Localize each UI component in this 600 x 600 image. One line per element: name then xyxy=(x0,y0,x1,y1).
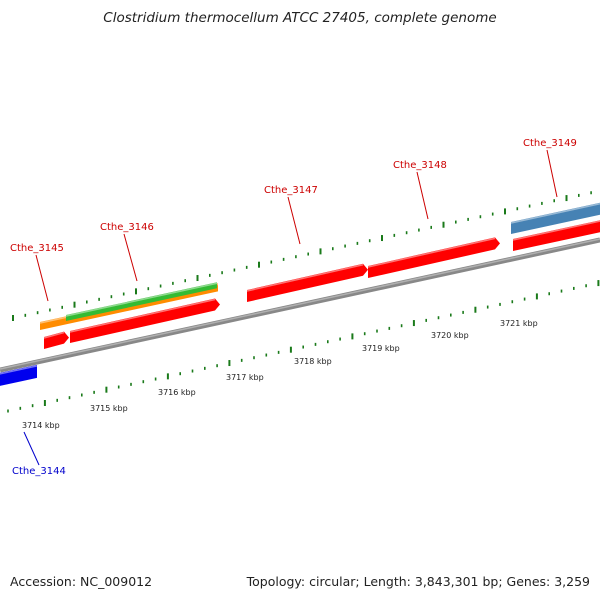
leader-line-cthe-3144 xyxy=(23,431,40,466)
gene-labels: Cthe_3144 Cthe_3145 Cthe_3146 Cthe_3147 Cthe… xyxy=(10,138,577,477)
genome-info-text: Topology: circular; Length: 3,843,301 bp… xyxy=(246,574,590,589)
tick-label: 3717 kbp xyxy=(226,373,264,382)
gene-block-cthe-3146[interactable] xyxy=(70,298,220,344)
leader-line-cthe-3146 xyxy=(123,233,138,282)
gene-block-cthe-3148-highlight xyxy=(367,237,496,268)
tick-label: 3720 kbp xyxy=(431,331,469,340)
gene-label-cthe-3147[interactable]: Cthe_3147 xyxy=(264,185,318,196)
tick-label: 3714 kbp xyxy=(22,421,60,430)
leader-line-cthe-3149 xyxy=(546,149,558,198)
accession-text: Accession: NC_009012 xyxy=(10,574,153,589)
map-title: Clostridium thermocellum ATCC 27405, com… xyxy=(103,10,497,26)
tick-label: 3718 kbp xyxy=(294,357,332,366)
tick-labels: 3714 kbp 3715 kbp 3716 kbp 3717 kbp 3718 kbp… xyxy=(22,319,538,430)
tick-label: 3716 kbp xyxy=(158,388,196,397)
gene-block-cthe-3148[interactable] xyxy=(368,237,500,278)
gene-label-cthe-3144[interactable]: Cthe_3144 xyxy=(12,466,66,477)
leader-line-cthe-3148 xyxy=(416,171,429,220)
outer-tick-marks xyxy=(12,191,592,321)
feature-steelblue-highlight xyxy=(510,202,600,224)
gene-block-cthe-3144[interactable] xyxy=(0,364,37,387)
leader-line-cthe-3147 xyxy=(287,196,301,245)
genome-backbone-highlight xyxy=(0,238,600,370)
gene-block-cthe-3145[interactable] xyxy=(44,331,69,349)
gene-label-cthe-3148[interactable]: Cthe_3148 xyxy=(393,160,447,171)
tick-label: 3721 kbp xyxy=(500,319,538,328)
feature-green[interactable] xyxy=(66,282,217,321)
tick-label: 3715 kbp xyxy=(90,404,128,413)
leader-line-cthe-3145 xyxy=(35,254,49,302)
gene-label-cthe-3149[interactable]: Cthe_3149 xyxy=(523,138,577,149)
gene-block-cthe-3147[interactable] xyxy=(247,263,368,302)
gene-block-cthe-3146-highlight xyxy=(69,298,216,333)
tick-label: 3719 kbp xyxy=(362,344,400,353)
gene-block-cthe-3147-highlight xyxy=(246,264,364,292)
feature-green-highlight xyxy=(65,282,218,317)
gene-block-cthe-3149-highlight xyxy=(512,220,600,241)
gene-block-cthe-3144-highlight xyxy=(0,365,38,375)
inner-tick-marks xyxy=(7,280,600,413)
gene-label-cthe-3146[interactable]: Cthe_3146 xyxy=(100,222,154,233)
gene-block-cthe-3145-highlight xyxy=(43,331,65,339)
feature-track xyxy=(0,202,600,387)
feature-steelblue[interactable] xyxy=(511,202,600,234)
gene-block-cthe-3149[interactable] xyxy=(513,220,600,251)
gene-label-cthe-3145[interactable]: Cthe_3145 xyxy=(10,243,64,254)
genome-backbone xyxy=(0,237,600,373)
